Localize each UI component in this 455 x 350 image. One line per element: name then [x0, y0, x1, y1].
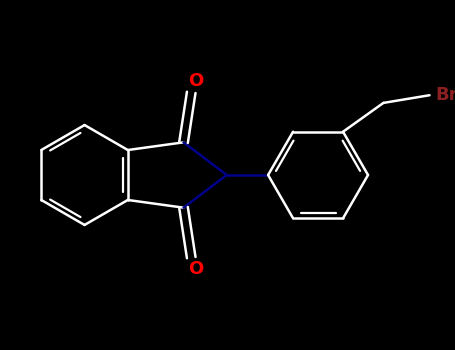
Text: Br: Br	[435, 86, 455, 104]
Text: O: O	[188, 260, 204, 278]
Text: O: O	[188, 72, 204, 90]
